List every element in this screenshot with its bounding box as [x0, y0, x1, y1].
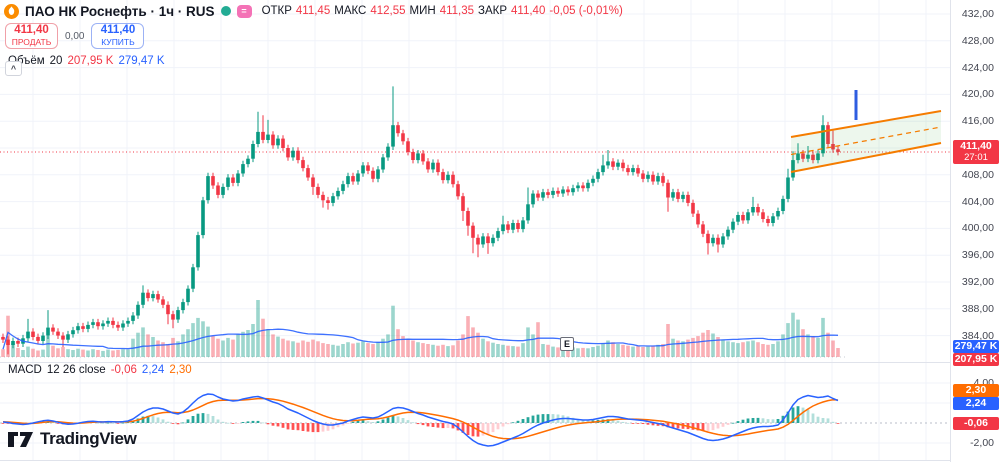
last-price-label: 411,40 27:01 [953, 140, 999, 164]
price-axis[interactable]: 432,00428,00424,00420,00416,00412,00408,… [950, 0, 1000, 462]
macd-signal-value: 2,30 [169, 364, 192, 376]
macd-hist-value: -0,06 [110, 364, 137, 376]
symbol-title[interactable]: ПАО НК Роснефть · 1ч · RUS [25, 3, 215, 19]
macd-signal-axis-label: 2,30 [953, 384, 999, 397]
macd-tick: -2,00 [970, 437, 994, 449]
close-label: ЗАКР [478, 5, 508, 17]
price-tick: 396,00 [961, 249, 994, 261]
buy-price: 411,40 [100, 23, 136, 36]
change-value: -0,05 (-0,01%) [549, 5, 623, 17]
volume-ma-value: 279,47 K [118, 55, 165, 67]
price-tick: 420,00 [961, 88, 994, 100]
close-value: 411,40 [511, 5, 546, 17]
collapse-legend-button[interactable]: ^ [5, 61, 22, 76]
macd-hist-axis-label: -0,06 [953, 417, 999, 430]
price-tick: 384,00 [961, 330, 994, 342]
high-label: МАКС [334, 5, 367, 17]
volume-axis-label: 207,95 K [953, 353, 999, 366]
macd-line-axis-label: 2,24 [953, 397, 999, 410]
volume-ma-length: 20 [49, 55, 63, 67]
macd-params: 12 26 close [46, 364, 106, 376]
open-value: 411,45 [295, 5, 331, 17]
volume-ma-axis-label: 279,47 K [953, 340, 999, 353]
watchlist-icon[interactable]: = [236, 4, 252, 18]
tradingview-logo[interactable]: TradingView [8, 429, 137, 449]
earnings-marker[interactable]: E [560, 337, 574, 351]
symbol-logo-icon [4, 3, 19, 19]
volume-current-value: 207,95 K [67, 55, 114, 67]
ohlc-values: ОТКР 411,45 МАКС 412,55 МИН 411,35 ЗАКР 411,… [262, 5, 623, 17]
open-label: ОТКР [261, 5, 292, 17]
chevron-up-icon: ^ [10, 63, 17, 74]
buy-button[interactable]: 411,40 КУПИТЬ [91, 23, 145, 49]
symbol-legend: ПАО НК Роснефть · 1ч · RUS = ОТКР 411,45 … [4, 2, 623, 67]
tradingview-logo-text: TradingView [40, 429, 137, 448]
low-value: 411,35 [439, 5, 475, 17]
sell-label: ПРОДАТЬ [11, 36, 52, 47]
high-value: 412,55 [370, 5, 406, 17]
price-tick: 400,00 [961, 222, 994, 234]
macd-line-value: 2,24 [141, 364, 165, 376]
bar-countdown: 27:01 [964, 152, 988, 163]
price-tick: 408,00 [961, 169, 994, 181]
price-tick: 424,00 [961, 62, 994, 74]
volume-legend: Объём 20 207,95 K 279,47 K [8, 55, 623, 67]
sell-price: 411,40 [14, 23, 49, 36]
price-tick: 416,00 [961, 115, 994, 127]
price-tick: 428,00 [961, 35, 994, 47]
tradingview-logo-icon [8, 431, 33, 447]
price-tick: 388,00 [961, 303, 994, 315]
sell-button[interactable]: 411,40 ПРОДАТЬ [5, 23, 58, 49]
low-label: МИН [409, 5, 436, 17]
spread-value: 0,00 [65, 30, 85, 42]
macd-legend: MACD 12 26 close -0,06 2,24 2,30 [8, 364, 192, 376]
macd-label: MACD [8, 364, 42, 376]
last-price-value: 411,40 [960, 140, 992, 152]
buy-label: КУПИТЬ [101, 36, 135, 47]
status-dot-icon[interactable] [220, 6, 231, 16]
price-tick: 432,00 [961, 8, 994, 20]
price-tick: 392,00 [961, 276, 994, 288]
price-tick: 404,00 [961, 196, 994, 208]
